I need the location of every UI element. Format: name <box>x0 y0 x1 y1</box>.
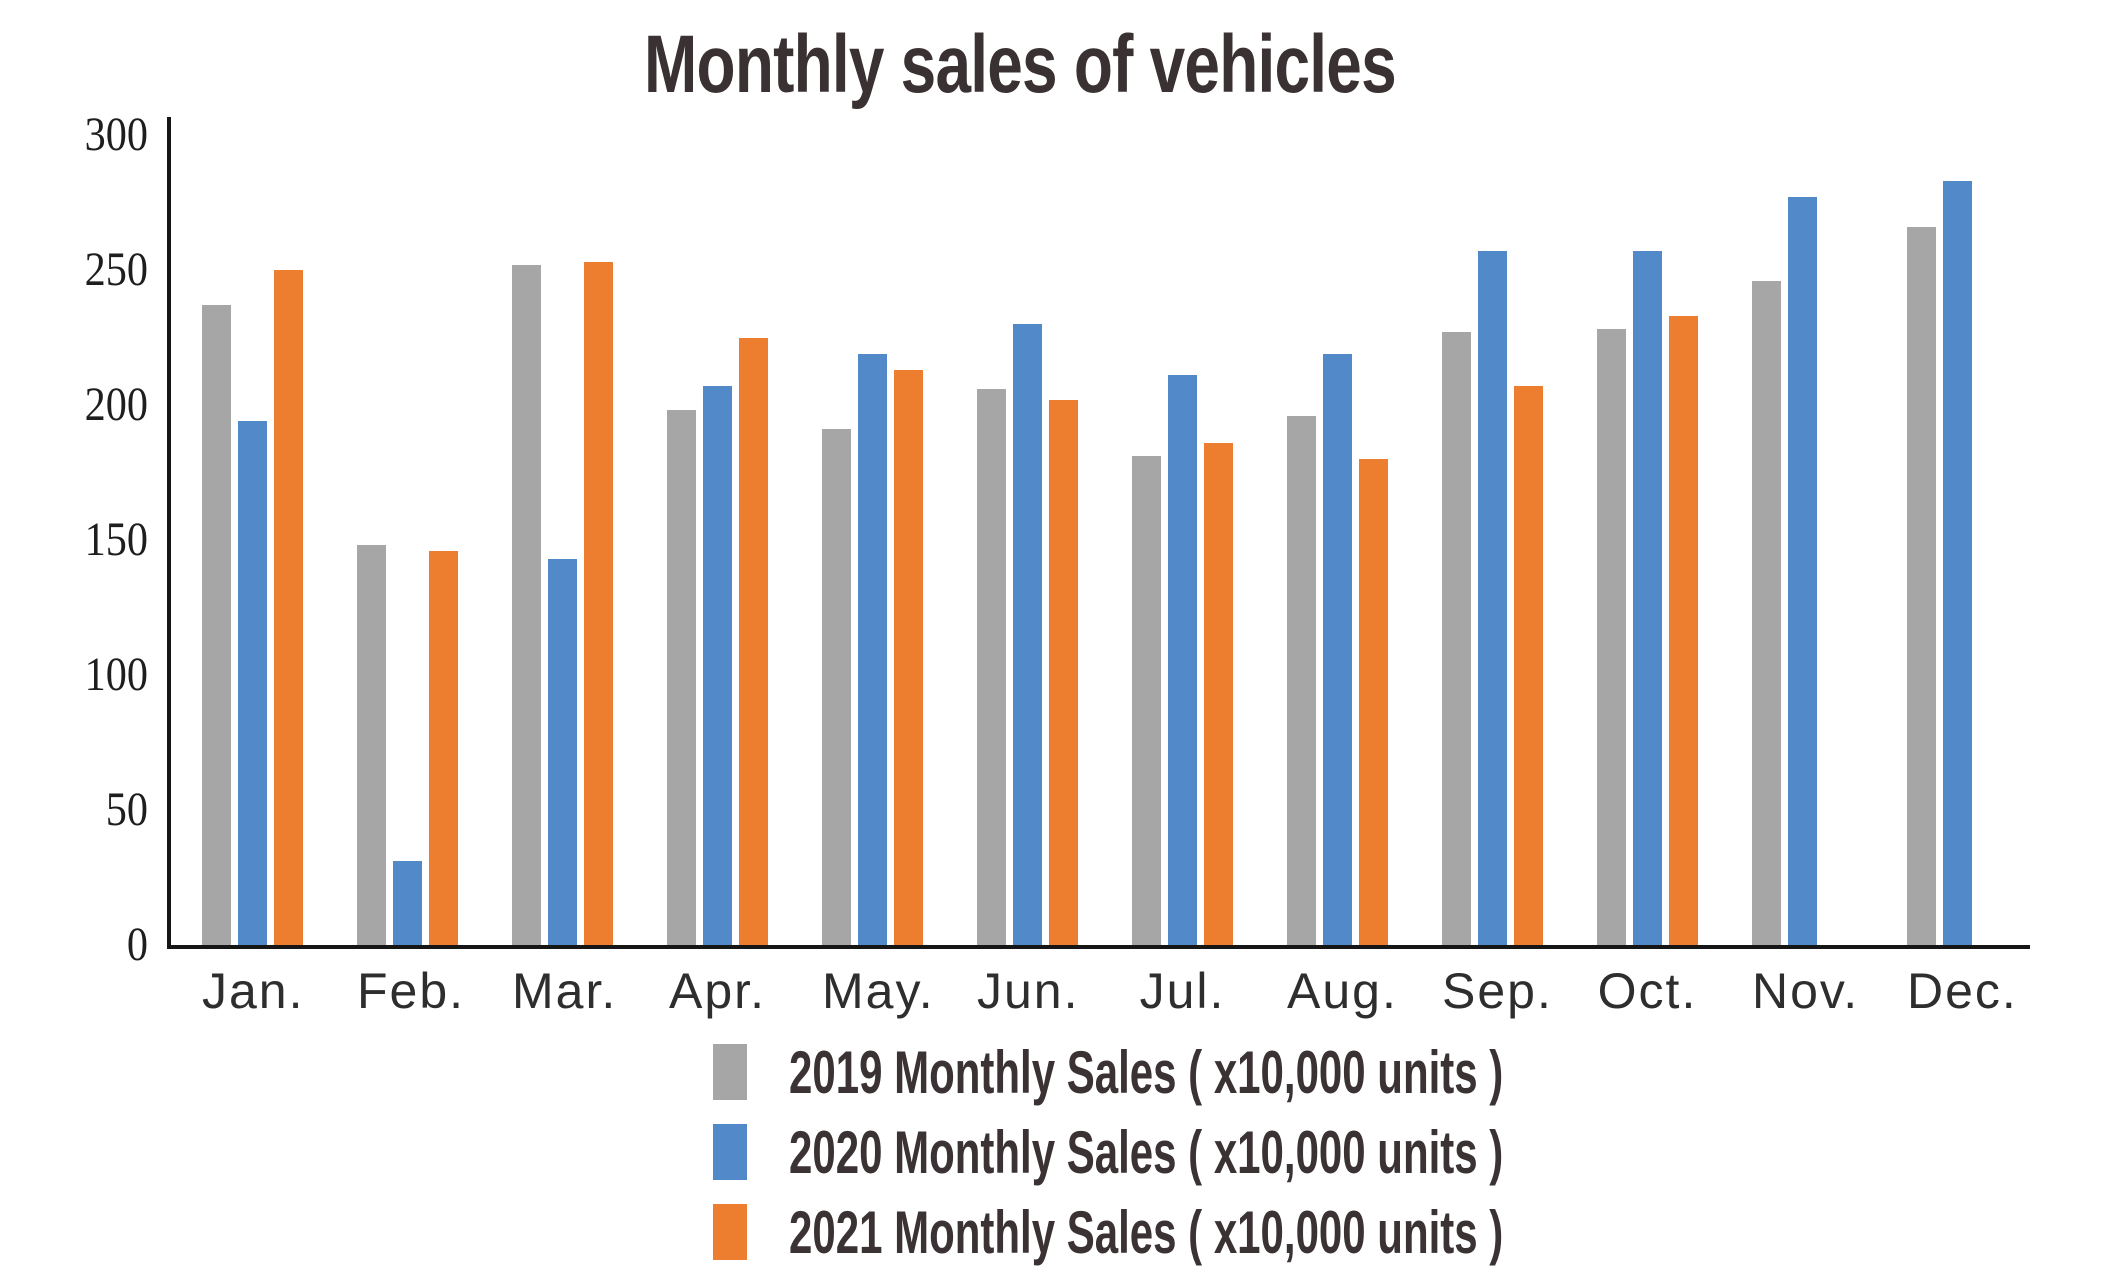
bar-2019-jan <box>202 305 231 945</box>
plot-area <box>170 135 2030 945</box>
bar-group-mar <box>512 135 613 945</box>
bar-group-feb <box>357 135 458 945</box>
bar-2021-jun <box>1049 399 1078 945</box>
bar-2019-may <box>822 429 851 945</box>
x-axis-label-jun: Jun. <box>977 963 1080 1019</box>
bar-2020-jan <box>238 421 267 945</box>
legend-row-2021: 2021 Monthly Sales ( x10,000 units ) <box>713 1199 1809 1266</box>
bar-2021-apr <box>739 337 768 945</box>
bar-2019-jul <box>1132 456 1161 945</box>
chart-title: Monthly sales of vehicles <box>0 18 2040 112</box>
bar-2020-apr <box>703 386 732 945</box>
bar-2021-aug <box>1359 459 1388 945</box>
bar-2020-mar <box>548 558 577 945</box>
bar-2019-jun <box>977 388 1006 945</box>
x-axis-label-jul: Jul. <box>1139 963 1226 1019</box>
bar-group-sep <box>1442 135 1543 945</box>
legend-label-2020: 2020 Monthly Sales ( x10,000 units ) <box>789 1118 1504 1186</box>
bar-2021-mar <box>584 261 613 945</box>
bar-2019-sep <box>1442 332 1471 945</box>
x-axis-label-jan: Jan. <box>202 963 305 1019</box>
bar-2020-oct <box>1633 251 1662 945</box>
bar-2020-may <box>858 353 887 945</box>
bar-2019-oct <box>1597 329 1626 945</box>
x-axis-label-nov: Nov. <box>1752 963 1860 1019</box>
bar-2019-dec <box>1907 226 1936 945</box>
bar-2020-aug <box>1323 353 1352 945</box>
bar-group-oct <box>1597 135 1698 945</box>
y-tick-label: 50 <box>105 783 148 836</box>
bar-2021-feb <box>429 550 458 945</box>
bar-group-jan <box>202 135 303 945</box>
bar-2019-mar <box>512 264 541 945</box>
bar-group-jul <box>1132 135 1233 945</box>
legend-swatch-2019 <box>713 1044 747 1100</box>
legend-row-2019: 2019 Monthly Sales ( x10,000 units ) <box>713 1039 1809 1106</box>
y-tick-label: 0 <box>126 918 148 971</box>
bar-group-aug <box>1287 135 1388 945</box>
bar-2020-feb <box>393 861 422 945</box>
bar-group-jun <box>977 135 1078 945</box>
x-axis-label-aug: Aug. <box>1287 963 1398 1019</box>
x-axis-label-oct: Oct. <box>1597 963 1698 1019</box>
legend-swatch-2020 <box>713 1124 747 1180</box>
x-axis-label-mar: Mar. <box>512 963 618 1019</box>
bar-2020-jul <box>1168 375 1197 945</box>
legend-swatch-2021 <box>713 1204 747 1260</box>
bar-group-dec <box>1907 135 1972 945</box>
bar-2021-jul <box>1204 442 1233 945</box>
bar-2019-nov <box>1752 280 1781 945</box>
bar-2020-sep <box>1478 251 1507 945</box>
x-axis-label-may: May. <box>822 963 935 1019</box>
legend-label-2021: 2021 Monthly Sales ( x10,000 units ) <box>789 1198 1504 1266</box>
bar-2021-oct <box>1669 315 1698 945</box>
bar-2020-dec <box>1943 180 1972 945</box>
y-tick-label: 100 <box>84 648 148 701</box>
bar-2019-feb <box>357 545 386 945</box>
legend-row-2020: 2020 Monthly Sales ( x10,000 units ) <box>713 1119 1809 1186</box>
y-tick-label: 200 <box>84 378 148 431</box>
bar-2019-apr <box>667 410 696 945</box>
bar-2020-nov <box>1788 197 1817 945</box>
bar-group-may <box>822 135 923 945</box>
chart-title-text: Monthly sales of vehicles <box>644 19 1397 110</box>
bar-2021-sep <box>1514 386 1543 945</box>
x-axis-line <box>167 945 2030 949</box>
x-axis-label-feb: Feb. <box>357 963 466 1019</box>
x-axis-label-dec: Dec. <box>1907 963 2018 1019</box>
legend-label-2019: 2019 Monthly Sales ( x10,000 units ) <box>789 1038 1504 1106</box>
y-tick-label: 150 <box>84 513 148 566</box>
bar-group-nov <box>1752 135 1817 945</box>
y-tick-label: 250 <box>84 243 148 296</box>
bar-2019-aug <box>1287 415 1316 945</box>
bar-2021-may <box>894 369 923 945</box>
bar-2020-jun <box>1013 324 1042 945</box>
bar-2021-jan <box>274 270 303 945</box>
x-axis-label-apr: Apr. <box>669 963 766 1019</box>
x-axis-label-sep: Sep. <box>1442 963 1553 1019</box>
bar-group-apr <box>667 135 768 945</box>
y-axis-line <box>167 117 171 949</box>
y-tick-label: 300 <box>84 108 148 161</box>
